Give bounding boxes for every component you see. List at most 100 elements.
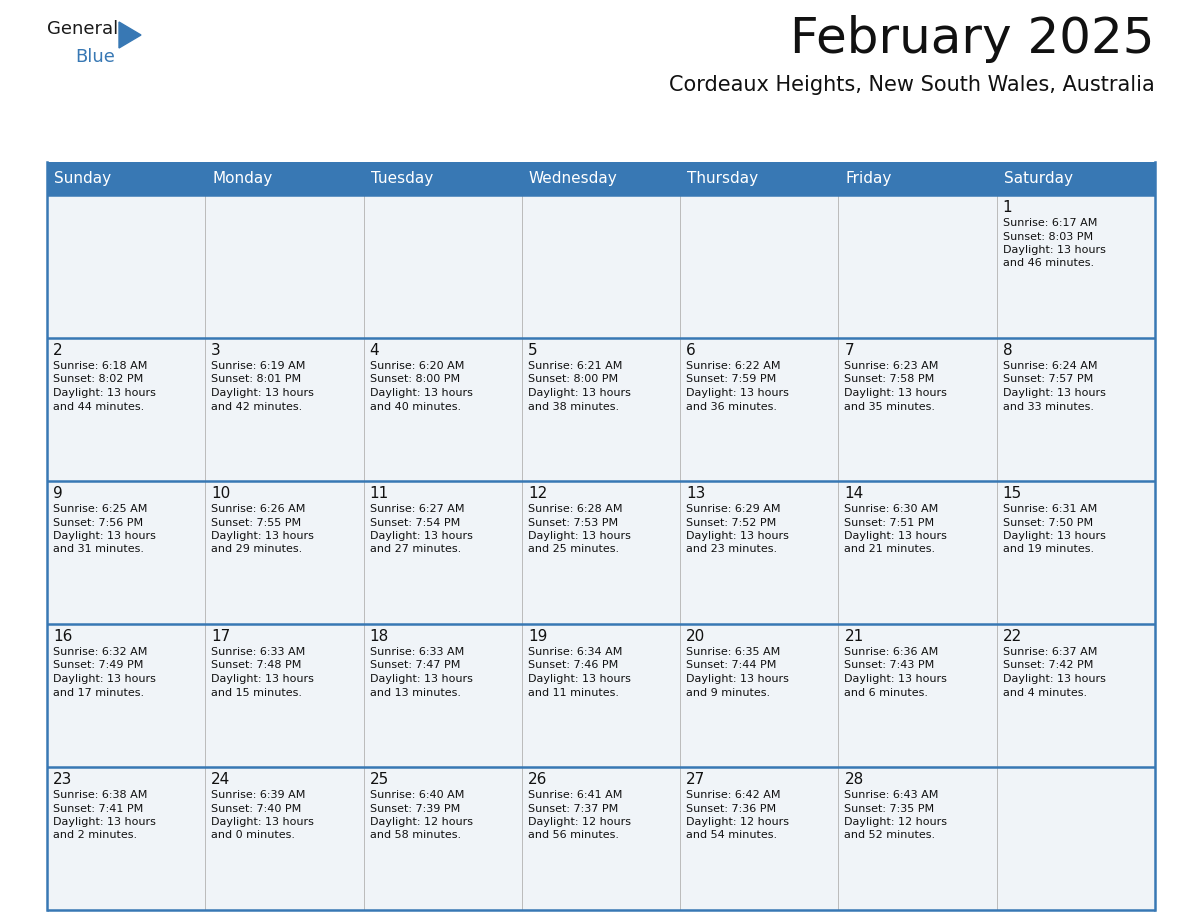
Text: Daylight: 13 hours: Daylight: 13 hours: [211, 531, 314, 541]
Text: and 9 minutes.: and 9 minutes.: [687, 688, 770, 698]
Text: 9: 9: [53, 486, 63, 501]
Bar: [681, 481, 839, 624]
Text: Sunrise: 6:20 AM: Sunrise: 6:20 AM: [369, 361, 465, 371]
Bar: [206, 338, 364, 481]
Text: Sunrise: 6:33 AM: Sunrise: 6:33 AM: [369, 647, 463, 657]
Text: and 36 minutes.: and 36 minutes.: [687, 401, 777, 411]
Bar: [522, 624, 681, 767]
Text: 7: 7: [845, 343, 854, 358]
Bar: [48, 624, 206, 767]
Text: Sunset: 8:02 PM: Sunset: 8:02 PM: [53, 375, 144, 385]
Bar: [839, 481, 997, 624]
Text: and 19 minutes.: and 19 minutes.: [1003, 544, 1094, 554]
Bar: [522, 767, 681, 910]
Text: Sunset: 7:49 PM: Sunset: 7:49 PM: [53, 660, 144, 670]
Text: 19: 19: [527, 629, 548, 644]
Text: Sunset: 7:56 PM: Sunset: 7:56 PM: [53, 518, 143, 528]
Text: 4: 4: [369, 343, 379, 358]
Text: Sunrise: 6:21 AM: Sunrise: 6:21 AM: [527, 361, 623, 371]
Text: Sunrise: 6:33 AM: Sunrise: 6:33 AM: [211, 647, 305, 657]
Text: 16: 16: [53, 629, 72, 644]
Text: Daylight: 13 hours: Daylight: 13 hours: [369, 388, 473, 398]
Text: Daylight: 13 hours: Daylight: 13 hours: [369, 531, 473, 541]
Text: Sunset: 8:03 PM: Sunset: 8:03 PM: [1003, 231, 1093, 241]
Text: Sunset: 7:57 PM: Sunset: 7:57 PM: [1003, 375, 1093, 385]
Text: Thursday: Thursday: [687, 171, 758, 186]
Text: Daylight: 13 hours: Daylight: 13 hours: [53, 674, 156, 684]
Text: Sunrise: 6:19 AM: Sunrise: 6:19 AM: [211, 361, 305, 371]
Text: Sunrise: 6:27 AM: Sunrise: 6:27 AM: [369, 504, 465, 514]
Text: and 56 minutes.: and 56 minutes.: [527, 831, 619, 841]
Bar: [997, 481, 1155, 624]
Text: 22: 22: [1003, 629, 1022, 644]
Text: Sunrise: 6:29 AM: Sunrise: 6:29 AM: [687, 504, 781, 514]
Text: Sunrise: 6:35 AM: Sunrise: 6:35 AM: [687, 647, 781, 657]
Bar: [206, 624, 364, 767]
Text: Sunrise: 6:37 AM: Sunrise: 6:37 AM: [1003, 647, 1097, 657]
Text: Daylight: 13 hours: Daylight: 13 hours: [1003, 388, 1106, 398]
Text: and 42 minutes.: and 42 minutes.: [211, 401, 303, 411]
Text: Sunset: 7:39 PM: Sunset: 7:39 PM: [369, 803, 460, 813]
Text: Sunrise: 6:32 AM: Sunrise: 6:32 AM: [53, 647, 147, 657]
Text: Sunrise: 6:38 AM: Sunrise: 6:38 AM: [53, 790, 147, 800]
Text: Daylight: 13 hours: Daylight: 13 hours: [53, 531, 156, 541]
Text: Daylight: 13 hours: Daylight: 13 hours: [53, 388, 156, 398]
Bar: [839, 767, 997, 910]
Text: 5: 5: [527, 343, 537, 358]
Text: Sunrise: 6:25 AM: Sunrise: 6:25 AM: [53, 504, 147, 514]
Text: 8: 8: [1003, 343, 1012, 358]
Text: 15: 15: [1003, 486, 1022, 501]
Text: Daylight: 13 hours: Daylight: 13 hours: [527, 674, 631, 684]
Bar: [681, 162, 839, 195]
Text: and 13 minutes.: and 13 minutes.: [369, 688, 461, 698]
Text: 25: 25: [369, 772, 388, 787]
Text: February 2025: February 2025: [790, 15, 1155, 63]
Text: Sunrise: 6:43 AM: Sunrise: 6:43 AM: [845, 790, 939, 800]
Text: Daylight: 13 hours: Daylight: 13 hours: [1003, 674, 1106, 684]
Bar: [839, 624, 997, 767]
Text: Daylight: 13 hours: Daylight: 13 hours: [845, 388, 947, 398]
Bar: [48, 338, 206, 481]
Text: Daylight: 13 hours: Daylight: 13 hours: [211, 817, 314, 827]
Text: 23: 23: [53, 772, 72, 787]
Text: 27: 27: [687, 772, 706, 787]
Text: Sunset: 7:42 PM: Sunset: 7:42 PM: [1003, 660, 1093, 670]
Text: Daylight: 13 hours: Daylight: 13 hours: [687, 674, 789, 684]
Text: Daylight: 12 hours: Daylight: 12 hours: [369, 817, 473, 827]
Text: Sunrise: 6:31 AM: Sunrise: 6:31 AM: [1003, 504, 1097, 514]
Text: and 23 minutes.: and 23 minutes.: [687, 544, 777, 554]
Text: Daylight: 13 hours: Daylight: 13 hours: [1003, 245, 1106, 255]
Text: 28: 28: [845, 772, 864, 787]
Bar: [839, 195, 997, 338]
Text: General: General: [48, 20, 119, 38]
Text: and 6 minutes.: and 6 minutes.: [845, 688, 929, 698]
Text: Daylight: 13 hours: Daylight: 13 hours: [687, 388, 789, 398]
Bar: [48, 767, 206, 910]
Text: Friday: Friday: [846, 171, 892, 186]
Text: Daylight: 13 hours: Daylight: 13 hours: [369, 674, 473, 684]
Text: Sunrise: 6:39 AM: Sunrise: 6:39 AM: [211, 790, 305, 800]
Text: Sunset: 7:47 PM: Sunset: 7:47 PM: [369, 660, 460, 670]
Text: 2: 2: [53, 343, 63, 358]
Bar: [364, 481, 522, 624]
Text: 6: 6: [687, 343, 696, 358]
Text: Sunset: 7:59 PM: Sunset: 7:59 PM: [687, 375, 777, 385]
Text: 14: 14: [845, 486, 864, 501]
Text: Daylight: 13 hours: Daylight: 13 hours: [211, 388, 314, 398]
Text: Sunrise: 6:23 AM: Sunrise: 6:23 AM: [845, 361, 939, 371]
Text: Daylight: 13 hours: Daylight: 13 hours: [845, 674, 947, 684]
Text: 21: 21: [845, 629, 864, 644]
Bar: [997, 195, 1155, 338]
Text: Sunrise: 6:24 AM: Sunrise: 6:24 AM: [1003, 361, 1098, 371]
Text: Daylight: 13 hours: Daylight: 13 hours: [845, 531, 947, 541]
Text: 11: 11: [369, 486, 388, 501]
Bar: [364, 162, 522, 195]
Bar: [48, 481, 206, 624]
Bar: [48, 162, 206, 195]
Text: Sunrise: 6:26 AM: Sunrise: 6:26 AM: [211, 504, 305, 514]
Text: Sunset: 7:44 PM: Sunset: 7:44 PM: [687, 660, 777, 670]
Text: Sunset: 7:46 PM: Sunset: 7:46 PM: [527, 660, 618, 670]
Text: 24: 24: [211, 772, 230, 787]
Bar: [522, 481, 681, 624]
Text: Sunset: 7:37 PM: Sunset: 7:37 PM: [527, 803, 618, 813]
